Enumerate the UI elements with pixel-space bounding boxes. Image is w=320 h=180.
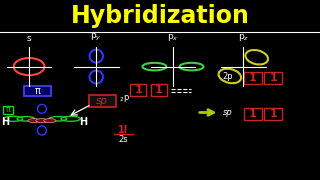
Ellipse shape — [28, 119, 40, 123]
Text: p$_z$: p$_z$ — [238, 32, 249, 43]
Ellipse shape — [44, 119, 56, 123]
FancyBboxPatch shape — [89, 95, 116, 107]
Text: 1: 1 — [155, 85, 163, 95]
Text: p$_x$: p$_x$ — [167, 32, 179, 43]
Text: 1: 1 — [249, 73, 256, 83]
Text: $_{2}$p: $_{2}$p — [119, 93, 130, 104]
Text: 2p: 2p — [222, 72, 233, 81]
Text: 2s: 2s — [119, 135, 128, 144]
Text: H: H — [79, 117, 87, 127]
Text: sp: sp — [222, 108, 232, 117]
FancyBboxPatch shape — [24, 86, 52, 96]
Text: sp: sp — [96, 96, 108, 106]
Text: 1: 1 — [134, 85, 142, 95]
Text: Hybridization: Hybridization — [71, 4, 250, 28]
Text: 1: 1 — [269, 109, 277, 119]
Text: H: H — [1, 117, 9, 127]
Text: s: s — [27, 34, 31, 43]
Text: π: π — [35, 86, 41, 96]
Text: 1: 1 — [269, 73, 277, 83]
Text: π: π — [6, 105, 10, 114]
Ellipse shape — [36, 119, 48, 123]
Text: 1: 1 — [249, 109, 256, 119]
Text: 1l: 1l — [118, 125, 129, 135]
Text: p$_y$: p$_y$ — [91, 32, 102, 43]
